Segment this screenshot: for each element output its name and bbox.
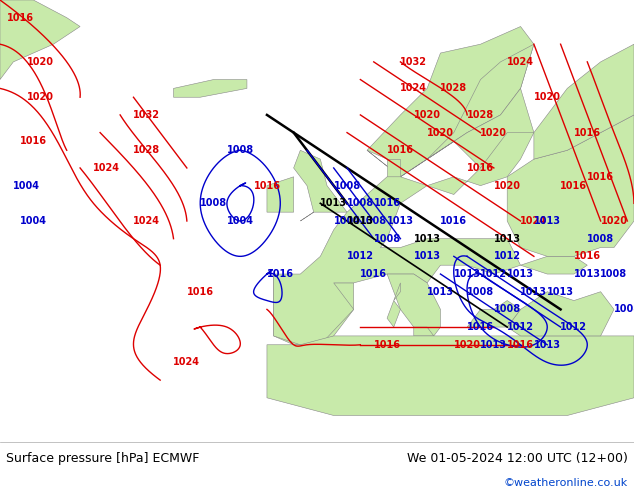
Text: 1020: 1020 <box>454 340 481 350</box>
Text: 1016: 1016 <box>20 136 47 147</box>
Text: 1013: 1013 <box>413 251 441 261</box>
Text: 1012: 1012 <box>560 322 588 332</box>
Text: 1013: 1013 <box>494 234 521 244</box>
Text: 1013: 1013 <box>547 287 574 297</box>
Polygon shape <box>294 150 347 221</box>
Polygon shape <box>267 177 294 212</box>
Text: 1016: 1016 <box>387 145 414 155</box>
Text: 1013: 1013 <box>534 216 560 226</box>
Polygon shape <box>367 26 534 177</box>
Text: 1008: 1008 <box>587 234 614 244</box>
Text: 1016: 1016 <box>254 181 280 191</box>
Text: 1013: 1013 <box>427 287 454 297</box>
Text: 1016: 1016 <box>574 127 601 138</box>
Text: 1016: 1016 <box>6 13 34 23</box>
Text: 1032: 1032 <box>133 110 160 120</box>
Polygon shape <box>467 300 521 327</box>
Text: 1012: 1012 <box>347 251 374 261</box>
Polygon shape <box>267 336 634 416</box>
Text: 1016: 1016 <box>440 216 467 226</box>
Text: 1032: 1032 <box>400 57 427 67</box>
Polygon shape <box>387 159 401 177</box>
Text: 1024: 1024 <box>521 216 547 226</box>
Text: 1016: 1016 <box>587 172 614 182</box>
Text: 1020: 1020 <box>494 181 521 191</box>
Text: 1013: 1013 <box>507 269 534 279</box>
Polygon shape <box>387 274 441 336</box>
Text: 1013: 1013 <box>574 269 601 279</box>
Text: 1013: 1013 <box>320 198 347 208</box>
Text: 1020: 1020 <box>481 127 507 138</box>
Text: 1012: 1012 <box>481 269 507 279</box>
Text: 1016: 1016 <box>373 198 401 208</box>
Text: 1008: 1008 <box>494 304 521 315</box>
Text: 1008: 1008 <box>227 145 254 155</box>
Text: 1024: 1024 <box>93 163 120 173</box>
Text: 1028: 1028 <box>440 83 467 94</box>
Text: 1008: 1008 <box>347 198 374 208</box>
Text: 1020: 1020 <box>413 110 441 120</box>
Text: 1016: 1016 <box>574 251 601 261</box>
Polygon shape <box>414 327 434 336</box>
Text: 1008: 1008 <box>360 216 387 226</box>
Polygon shape <box>534 44 634 159</box>
Polygon shape <box>0 0 80 79</box>
Text: We 01-05-2024 12:00 UTC (12+00): We 01-05-2024 12:00 UTC (12+00) <box>407 452 628 466</box>
Text: 1013: 1013 <box>534 340 560 350</box>
Text: 1016: 1016 <box>186 287 214 297</box>
Polygon shape <box>274 274 354 345</box>
Text: 1024: 1024 <box>133 216 160 226</box>
Text: 1020: 1020 <box>27 92 53 102</box>
Text: 1028: 1028 <box>467 110 494 120</box>
Text: 1008: 1008 <box>200 198 227 208</box>
Text: 1020: 1020 <box>600 216 628 226</box>
Text: 1004: 1004 <box>20 216 47 226</box>
Text: 1008: 1008 <box>600 269 628 279</box>
Text: Surface pressure [hPa] ECMWF: Surface pressure [hPa] ECMWF <box>6 452 200 466</box>
Polygon shape <box>274 133 534 345</box>
Polygon shape <box>427 88 534 168</box>
Text: 1004: 1004 <box>333 216 361 226</box>
Text: 1024: 1024 <box>507 57 534 67</box>
Text: 1020: 1020 <box>534 92 560 102</box>
Text: 1004: 1004 <box>227 216 254 226</box>
Polygon shape <box>394 283 401 300</box>
Polygon shape <box>387 300 401 327</box>
Text: 1016: 1016 <box>360 269 387 279</box>
Text: 1008: 1008 <box>333 181 361 191</box>
Text: 1024: 1024 <box>173 357 200 368</box>
Polygon shape <box>521 256 587 274</box>
Text: 1020: 1020 <box>27 57 53 67</box>
Text: 1016: 1016 <box>373 340 401 350</box>
Text: 1020: 1020 <box>427 127 454 138</box>
Polygon shape <box>507 115 634 256</box>
Text: 1013: 1013 <box>387 216 414 226</box>
Text: 1004: 1004 <box>13 181 40 191</box>
Text: 1016: 1016 <box>507 340 534 350</box>
Text: 1016: 1016 <box>467 163 494 173</box>
Text: 1013: 1013 <box>481 340 507 350</box>
Text: 1024: 1024 <box>400 83 427 94</box>
Text: 1013: 1013 <box>521 287 547 297</box>
Text: 1013: 1013 <box>454 269 481 279</box>
Text: 1012: 1012 <box>494 251 521 261</box>
Text: 1008: 1008 <box>614 304 634 315</box>
Text: 1028: 1028 <box>133 145 160 155</box>
Polygon shape <box>174 79 247 97</box>
Text: 1016: 1016 <box>467 322 494 332</box>
Text: 1008: 1008 <box>467 287 494 297</box>
Text: 1012: 1012 <box>507 322 534 332</box>
Polygon shape <box>367 44 534 177</box>
Text: 1016: 1016 <box>267 269 294 279</box>
Text: ©weatheronline.co.uk: ©weatheronline.co.uk <box>503 478 628 488</box>
Polygon shape <box>507 292 614 336</box>
Text: 1008: 1008 <box>373 234 401 244</box>
Text: 1013: 1013 <box>347 216 374 226</box>
Text: 1013: 1013 <box>413 234 441 244</box>
Text: 1016: 1016 <box>560 181 588 191</box>
